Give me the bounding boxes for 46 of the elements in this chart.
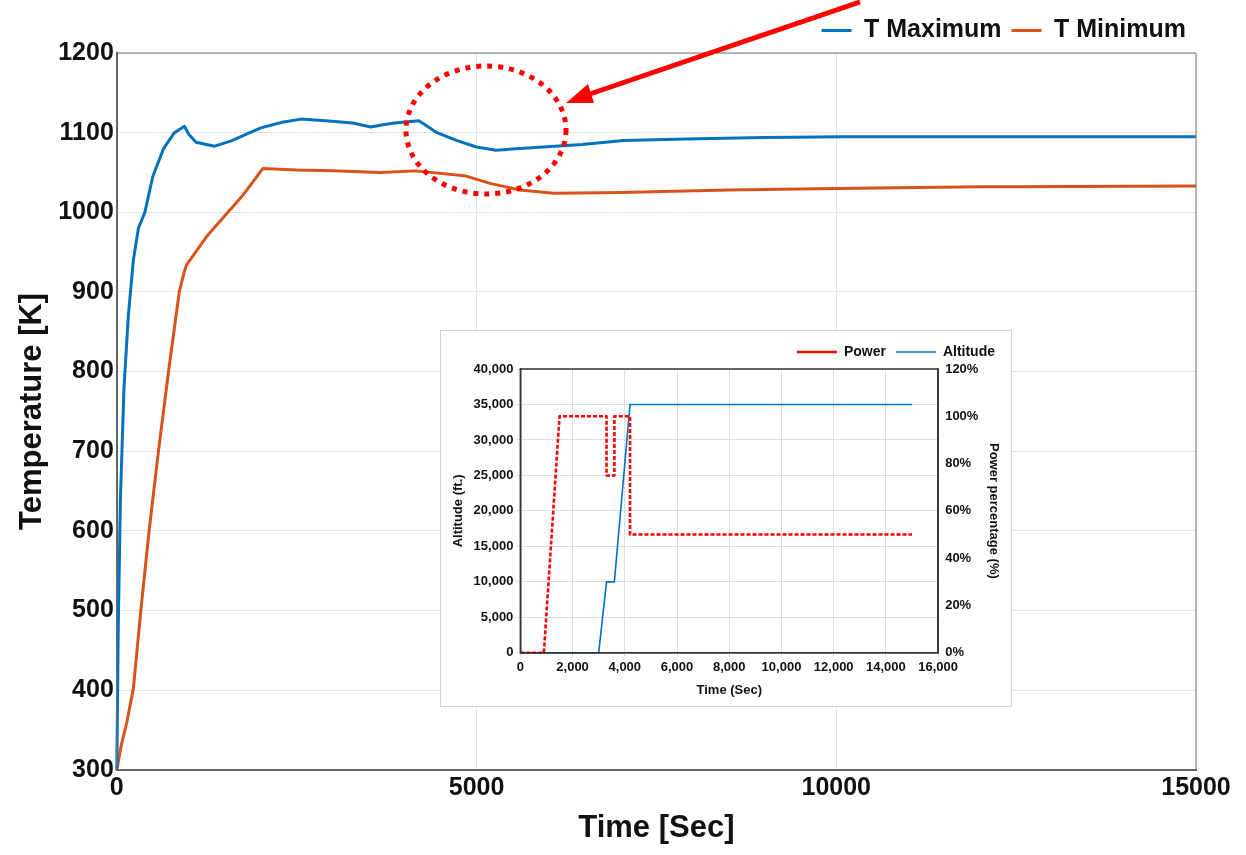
x-tick-label: 5000 <box>448 771 505 800</box>
y-tick-label: 35,000 <box>473 396 514 412</box>
x-tick-label: 15000 <box>1161 771 1231 800</box>
legend-label: Altitude <box>942 342 996 359</box>
y-tick-label: 20,000 <box>473 502 514 518</box>
y-tick-label: 1000 <box>58 196 114 225</box>
y2-tick-label: 80% <box>945 455 972 471</box>
y2-axis-title: Power percentage (%) <box>986 442 1002 579</box>
y-tick-label: 1200 <box>58 36 114 65</box>
x-tick-label: 14,000 <box>866 659 906 675</box>
y-tick-label: 600 <box>72 514 114 543</box>
y-tick-label: 30,000 <box>473 431 514 447</box>
x-tick-label: 6,000 <box>660 659 694 675</box>
x-tick-label: 4,000 <box>608 659 642 675</box>
y-axis-title: Altitude (ft.) <box>450 474 466 548</box>
x-axis-title: Time [Sec] <box>578 808 735 844</box>
legend-label: Power <box>843 342 887 359</box>
y-tick-label: 10,000 <box>473 573 514 589</box>
x-axis-title: Time (Sec) <box>696 681 763 697</box>
x-tick-label: 2,000 <box>556 659 589 675</box>
y2-tick-label: 120% <box>945 360 979 376</box>
y2-tick-label: 40% <box>945 549 972 565</box>
y2-tick-label: 100% <box>945 407 979 423</box>
y-tick-label: 25,000 <box>473 467 514 482</box>
y-tick-label: 700 <box>72 435 114 464</box>
x-tick-label: 10,000 <box>761 659 802 675</box>
y-tick-label: 5,000 <box>480 608 514 624</box>
y-tick-label: 40,000 <box>473 360 514 376</box>
y-tick-label: 500 <box>72 594 114 623</box>
y2-tick-label: 60% <box>945 502 972 518</box>
y-tick-label: 900 <box>72 275 114 304</box>
y-tick-label: 400 <box>72 674 114 703</box>
y-tick-label: 0 <box>506 644 514 660</box>
y-axis-title: Temperature [K] <box>13 292 49 530</box>
x-tick-label: 16,000 <box>918 659 959 675</box>
y-tick-label: 15,000 <box>473 537 514 553</box>
y2-tick-label: 0% <box>945 644 965 660</box>
y2-tick-label: 20% <box>945 597 972 613</box>
legend-label: T Minimum <box>1054 14 1186 43</box>
y-tick-label: 1100 <box>59 116 114 145</box>
x-tick-label: 10000 <box>801 771 872 800</box>
legend-label: T Maximum <box>864 14 1002 43</box>
x-tick-label: 8,000 <box>712 659 746 675</box>
x-tick-label: 12,000 <box>813 659 854 675</box>
x-tick-label: 0 <box>516 659 524 675</box>
y-tick-label: 800 <box>72 355 114 384</box>
